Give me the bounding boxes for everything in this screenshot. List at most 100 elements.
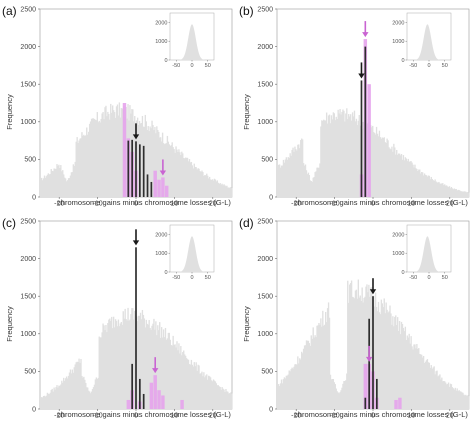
background-bar — [143, 318, 146, 409]
y-tick-label: 2000 — [20, 256, 36, 263]
background-bar — [441, 183, 443, 197]
background-bar — [371, 287, 373, 409]
background-bar — [421, 172, 423, 197]
background-bar — [40, 177, 43, 197]
inset-b: 0 1000 2000 -50 0 50 — [392, 12, 452, 69]
background-bar — [360, 301, 362, 409]
background-bar — [213, 380, 216, 409]
background-bar — [453, 188, 455, 197]
background-bar — [296, 150, 298, 197]
background-bar — [379, 314, 382, 409]
background-bar — [326, 123, 329, 197]
background-bar — [157, 325, 159, 409]
background-bar — [186, 359, 189, 409]
background-bar — [49, 392, 51, 409]
background-bar — [437, 182, 439, 197]
background-bar — [394, 147, 396, 197]
background-bar — [58, 385, 60, 409]
background-bar — [336, 118, 338, 197]
background-bar — [403, 160, 406, 197]
background-bar — [201, 170, 203, 197]
background-bar — [196, 370, 198, 409]
background-bar — [145, 319, 147, 409]
background-bar — [400, 153, 403, 197]
background-bar — [216, 180, 218, 197]
y-tick-label: 1500 — [20, 82, 36, 89]
background-bar — [287, 157, 289, 197]
background-bar — [44, 396, 47, 409]
inset-distribution — [170, 236, 214, 272]
background-bar — [287, 374, 289, 409]
background-bar — [329, 374, 332, 409]
background-bar — [341, 387, 343, 409]
background-bar — [108, 113, 110, 197]
background-bar — [171, 142, 173, 197]
inset-x-tick-label: -50 — [409, 63, 417, 69]
background-bar — [84, 379, 86, 409]
x-tick-label: 20 — [446, 201, 454, 208]
observed-series-b — [360, 46, 367, 197]
background-bar — [83, 134, 85, 197]
x-tick-label: -10 — [93, 413, 103, 420]
background-bar — [228, 393, 230, 409]
background-bar — [219, 386, 221, 409]
background-bar — [160, 141, 163, 197]
background-bar — [104, 107, 106, 197]
background-bar — [122, 311, 124, 409]
background-bar — [349, 114, 352, 197]
background-bar — [116, 104, 119, 197]
background-bar — [349, 284, 351, 409]
background-bar — [88, 123, 91, 197]
background-bar — [290, 155, 292, 197]
background-mean-arrow-d-head — [335, 360, 342, 366]
background-bar — [437, 376, 439, 409]
background-bar — [363, 297, 365, 409]
simulated-bar — [161, 177, 165, 197]
background-bar — [297, 144, 299, 197]
background-bar — [116, 326, 119, 409]
observed-bar — [138, 144, 141, 197]
background-bar — [448, 186, 451, 197]
background-bar — [326, 308, 329, 409]
background-bar — [101, 332, 103, 409]
background-bar — [309, 345, 311, 409]
background-bar — [383, 298, 385, 409]
background-bar — [281, 383, 284, 409]
background-bar — [206, 374, 208, 409]
background-bar — [375, 306, 378, 409]
background-bar — [370, 287, 372, 409]
background-bar — [462, 191, 464, 197]
y-tick-label: 500 — [261, 369, 273, 376]
background-bar — [160, 327, 163, 409]
simulated-bar — [394, 399, 398, 409]
inset-d: 0 1000 2000 -50 0 50 — [392, 224, 452, 281]
background-bar — [390, 149, 392, 197]
background-bar — [467, 192, 469, 197]
background-bar — [339, 392, 341, 409]
y-tick-label: 1000 — [20, 119, 36, 126]
simulated-bar — [161, 395, 165, 409]
background-bar — [41, 397, 44, 409]
background-bar — [193, 362, 195, 409]
x-tick-label: 10 — [408, 201, 416, 208]
x-tick-label: -10 — [330, 413, 340, 420]
background-bar — [372, 125, 374, 197]
background-bar — [71, 369, 74, 409]
background-bar — [84, 135, 86, 197]
y-tick-label: 1000 — [257, 331, 273, 338]
background-bar — [431, 368, 433, 409]
background-bar — [323, 325, 325, 409]
background-bar — [52, 391, 54, 409]
background-bar — [283, 377, 286, 409]
background-bar — [134, 310, 136, 409]
background-bar — [50, 389, 52, 409]
background-bar — [115, 106, 118, 197]
background-bar — [351, 296, 354, 409]
background-bar — [198, 168, 200, 197]
background-bar — [42, 396, 45, 409]
background-bar — [99, 337, 101, 409]
simulated-bar — [157, 390, 161, 409]
background-bar — [450, 384, 453, 409]
x-axis-label-c: chromosome gains minus chromosome losses… — [57, 410, 231, 419]
background-bar — [125, 319, 127, 409]
